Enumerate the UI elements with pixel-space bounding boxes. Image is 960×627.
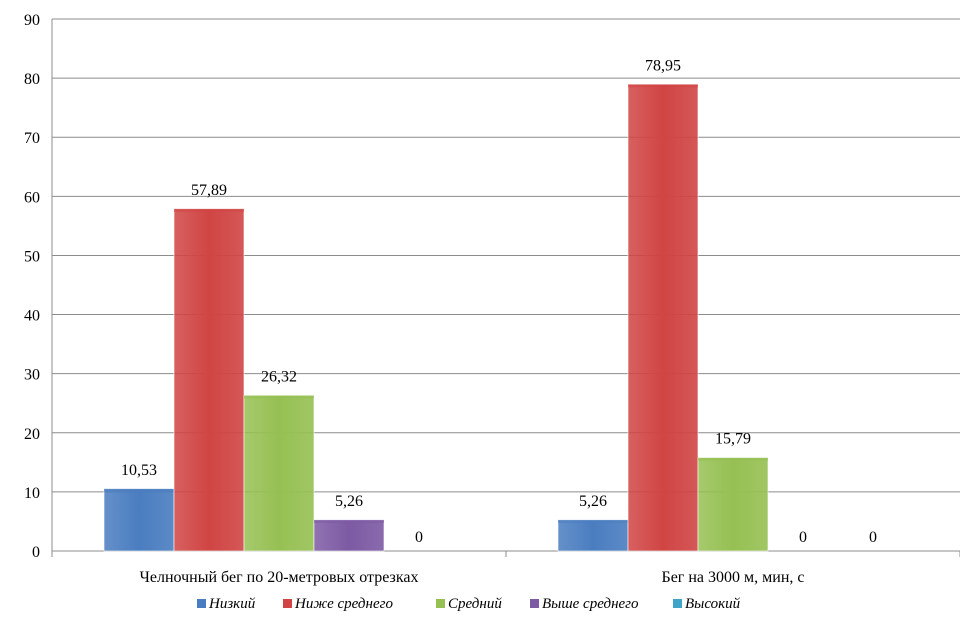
legend-label: Высокий (685, 596, 741, 612)
y-tick-label: 0 (32, 544, 40, 561)
data-label: 26,32 (261, 368, 297, 385)
category-label: Бег на 3000 м, мин, с (662, 569, 805, 586)
bar-top-bevel (558, 519, 628, 523)
bar-ниже-среднего-1 (173, 208, 245, 552)
bar-top-bevel (314, 519, 384, 523)
data-label: 57,89 (191, 182, 227, 199)
y-tick-label: 10 (24, 485, 40, 502)
y-tick-label: 30 (24, 367, 40, 384)
legend-label: Выше среднего (542, 596, 639, 612)
legend-swatch-выше-среднего (530, 599, 539, 608)
data-label: 0 (415, 529, 423, 546)
bar-выше-среднего-1 (313, 519, 385, 552)
legend-swatch-высокий (673, 599, 682, 608)
bar-ниже-среднего-2 (627, 84, 699, 552)
bar-top-bevel (628, 84, 698, 88)
bar-top-bevel (174, 208, 244, 212)
legend-label: Низкий (208, 596, 256, 612)
legend-swatch-ниже-среднего (283, 599, 292, 608)
bars (103, 84, 769, 552)
bar-top-bevel (244, 395, 314, 399)
y-tick-label: 40 (24, 308, 40, 325)
y-tick-label: 70 (24, 130, 40, 147)
legend-swatch-средний (436, 599, 445, 608)
data-label: 0 (869, 529, 877, 546)
category-label: Челночный бег по 20-метровых отрезках (140, 569, 419, 586)
y-tick-label: 80 (24, 71, 40, 88)
data-label: 78,95 (645, 57, 681, 74)
bar-средний-2 (697, 457, 769, 552)
data-labels: 10,53 57,89 26,32 5,26 0 5,26 78,95 15,79 0 0 (121, 57, 877, 546)
data-label: 10,53 (121, 462, 157, 479)
bar-низкий-1 (103, 488, 175, 552)
y-tick-label: 60 (24, 189, 40, 206)
legend: Низкий Ниже среднего Средний Выше среднего В… (197, 596, 741, 612)
data-label: 15,79 (715, 431, 751, 448)
bar-средний-1 (243, 395, 315, 552)
legend-swatch-низкий (197, 599, 206, 608)
data-label: 5,26 (335, 493, 363, 510)
y-tick-label: 20 (24, 426, 40, 443)
data-label: 0 (799, 529, 807, 546)
bar-низкий-2 (557, 519, 629, 552)
bar-top-bevel (698, 457, 768, 461)
y-tick-label: 90 (24, 12, 40, 29)
legend-label: Средний (448, 596, 502, 612)
legend-label: Ниже среднего (294, 596, 393, 612)
data-label: 5,26 (579, 493, 607, 510)
y-tick-label: 50 (24, 248, 40, 265)
axes: 0 10 20 30 40 50 60 70 80 90 Челночный бег по 20-м… (24, 12, 960, 586)
bar-top-bevel (104, 488, 174, 492)
